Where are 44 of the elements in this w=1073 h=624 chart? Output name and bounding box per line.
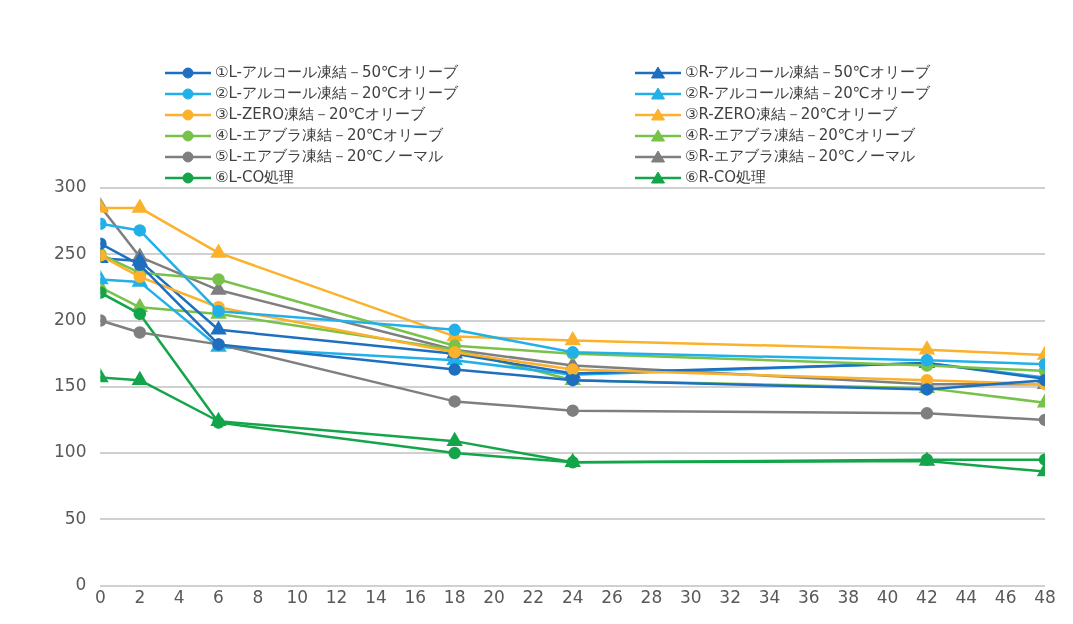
x-tick-label: 32: [719, 587, 741, 608]
y-tick-label: 0: [75, 574, 87, 595]
x-tick-label: 0: [95, 587, 106, 608]
legend-label: ①L-アルコール凍結－50℃オリーブ: [215, 63, 458, 82]
legend-label: ⑥L-CO処理: [215, 168, 295, 187]
y-tick-label: 150: [53, 375, 87, 396]
legend-label: ⑤L-エアブラ凍結－20℃ノーマル: [215, 147, 443, 166]
x-tick-label: 44: [955, 587, 978, 608]
legend-label: ④R-エアブラ凍結－20℃オリーブ: [685, 126, 915, 145]
x-tick-label: 28: [640, 587, 663, 608]
x-tick-label: 22: [522, 587, 545, 608]
legend-label: ②R-アルコール凍結－20℃オリーブ: [685, 84, 930, 103]
x-tick-label: 34: [758, 587, 781, 608]
x-tick-label: 14: [365, 587, 387, 608]
x-tick-label: 12: [325, 587, 348, 608]
legend-label: ⑤R-エアブラ凍結－20℃ノーマル: [685, 147, 915, 166]
legend-label: ⑥R-CO処理: [685, 168, 766, 187]
y-tick-label: 50: [64, 507, 87, 528]
x-tick-label: 36: [798, 587, 820, 608]
y-tick-label: 250: [53, 242, 87, 263]
x-tick-label: 6: [213, 587, 224, 608]
legend-label: ①R-アルコール凍結－50℃オリーブ: [685, 63, 930, 82]
y-tick-label: 100: [53, 441, 87, 462]
x-tick-label: 20: [483, 587, 505, 608]
y-tick-label: 300: [53, 176, 87, 197]
x-tick-label: 2: [134, 587, 146, 608]
x-tick-label: 16: [404, 587, 427, 608]
y-tick-label: 200: [53, 308, 87, 329]
x-tick-label: 30: [679, 587, 702, 608]
x-tick-label: 46: [994, 587, 1017, 608]
x-tick-label: 8: [252, 587, 264, 608]
x-tick-label: 18: [443, 587, 466, 608]
x-tick-label: 24: [561, 587, 584, 608]
x-tick-label: 10: [286, 587, 309, 608]
legend-label: ④L-エアブラ凍結－20℃オリーブ: [215, 126, 443, 145]
legend-label: ②L-アルコール凍結－20℃オリーブ: [215, 84, 458, 103]
x-tick-label: 26: [601, 587, 623, 608]
x-tick-label: 40: [876, 587, 899, 608]
legend-label: ③R-ZERO凍結－20℃オリーブ: [685, 105, 897, 124]
legend-label: ③L-ZERO凍結－20℃オリーブ: [215, 105, 425, 124]
x-tick-label: 38: [837, 587, 860, 608]
x-tick-label: 4: [173, 587, 185, 608]
x-tick-label: 48: [1034, 587, 1056, 608]
x-tick-label: 42: [916, 587, 938, 608]
